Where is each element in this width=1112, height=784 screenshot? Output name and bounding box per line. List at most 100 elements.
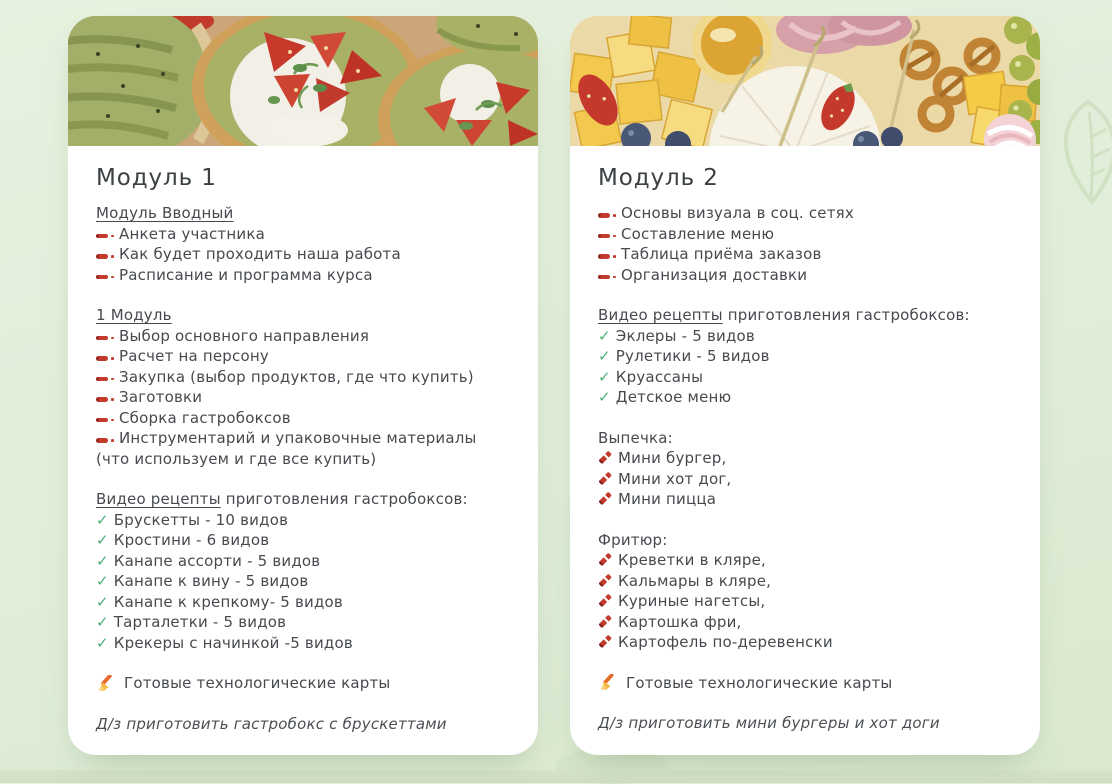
check-icon: ✓ — [96, 551, 109, 570]
pen-icon — [598, 574, 613, 586]
list-item-text: Организация доставки — [621, 265, 808, 284]
dash-icon — [96, 438, 115, 443]
list-item-text: Сборка гастробоксов — [119, 408, 291, 427]
list-item-text: Картофель по-деревенски — [618, 633, 833, 651]
section-heading: Модуль Вводный — [96, 204, 234, 222]
writing-hand-icon — [98, 674, 112, 691]
list-item: Организация доставки — [598, 265, 1012, 286]
list-item-text: Канапе к крепкому- 5 видов — [113, 592, 343, 611]
intro-section: Основы визуала в соц. сетях Составление … — [598, 203, 1012, 285]
tech-cards-text: Готовые технологические карты — [124, 674, 391, 692]
list-item: ✓ Канапе к вину - 5 видов — [96, 571, 510, 592]
list-item-text: Круассаны — [615, 367, 704, 386]
list-item-text: Канапе ассорти - 5 видов — [113, 551, 321, 570]
list-item: Мини хот дог, — [598, 469, 1012, 490]
tech-cards-line: Готовые технологические карты — [96, 673, 510, 694]
list-item: Расписание и программа курса — [96, 265, 510, 286]
list-item: Анкета участника — [96, 224, 510, 245]
list-item-text: Эклеры - 5 видов — [615, 326, 755, 345]
homework-text: Д/з приготовить мини бургеры и хот доги — [598, 714, 940, 732]
pen-icon — [598, 451, 613, 463]
list-item: ✓ Рулетики - 5 видов — [598, 346, 1012, 367]
check-icon: ✓ — [96, 613, 109, 631]
section-heading: Фритюр: — [598, 530, 668, 549]
video-recipes-section: Видео рецепты приготовления гастробоксов… — [598, 305, 1012, 408]
pen-icon — [598, 492, 613, 504]
charcuterie-photo-illustration — [570, 16, 1040, 146]
dash-icon — [96, 356, 115, 361]
tech-cards-text: Готовые технологические карты — [626, 673, 893, 692]
list-item: Картофель по-деревенски — [598, 632, 1012, 653]
video-recipes-label: Видео рецепты — [96, 490, 221, 508]
dash-icon — [96, 397, 115, 402]
section-divider — [0, 770, 1112, 783]
card-photo — [570, 16, 1040, 146]
bruschetta-photo-illustration — [68, 16, 538, 146]
dash-icon — [598, 274, 617, 280]
list-item: Как будет проходить наша работа — [96, 244, 510, 265]
list-item: Кальмары в кляре, — [598, 571, 1012, 592]
list-item: Мини бургер, — [598, 448, 1012, 469]
list-item: ✓ Крекеры с начинкой -5 видов — [96, 633, 510, 654]
list-item-text: Основы визуала в соц. сетях — [621, 204, 854, 222]
list-item-text: Анкета участника — [119, 224, 265, 243]
heading-rest: приготовления гастробоксов: — [727, 306, 970, 324]
list-item-text: Детское меню — [615, 388, 732, 406]
section-heading: Видео рецепты приготовления гастробоксов… — [598, 305, 1012, 326]
check-icon: ✓ — [598, 367, 611, 386]
list-item-text: Мини пицца — [618, 490, 717, 508]
pen-icon — [598, 553, 613, 565]
module-1-card: Модуль 1 Модуль Вводный Анкета участника… — [68, 16, 538, 755]
section-heading: 1 Модуль — [96, 306, 172, 324]
list-item: Мини пицца — [598, 489, 1012, 510]
dash-icon — [96, 274, 115, 280]
list-item: Креветки в кляре, — [598, 550, 1012, 571]
fry-section: Фритюр: Креветки в кляре, Кальмары в кля… — [598, 530, 1012, 653]
baking-section: Выпечка: Мини бургер, Мини хот дог, Мини… — [598, 428, 1012, 510]
list-item-text: Брускетты - 10 видов — [113, 510, 289, 529]
pen-icon — [598, 615, 613, 627]
list-item-text: Кальмары в кляре, — [618, 571, 772, 590]
section-heading: Видео рецепты приготовления гастробоксов… — [96, 489, 510, 510]
dash-icon — [96, 376, 115, 382]
list-item: ✓ Брускетты - 10 видов — [96, 510, 510, 531]
list-item-text: Мини бургер, — [618, 449, 727, 467]
module1-section: 1 Модуль Выбор основного направления Рас… — [96, 305, 510, 469]
list-item: Заготовки — [96, 387, 510, 408]
list-item: ✓ Детское меню — [598, 387, 1012, 408]
pen-icon — [598, 472, 613, 484]
card-title: Модуль 1 — [96, 165, 217, 191]
dash-icon — [96, 254, 115, 259]
list-item-text: Составление меню — [621, 224, 775, 243]
check-icon: ✓ — [96, 531, 109, 549]
pen-icon — [598, 594, 613, 606]
list-item-text: Инструментарий и упаковочные материалы (… — [96, 429, 477, 468]
list-item-text: Креветки в кляре, — [618, 551, 766, 569]
heading-rest: приготовления гастробоксов: — [225, 490, 468, 508]
list-item-text: Мини хот дог, — [618, 469, 732, 488]
card-photo — [68, 16, 538, 146]
list-item-text: Расписание и программа курса — [119, 265, 373, 284]
list-item: Расчет на персону — [96, 346, 510, 367]
check-icon: ✓ — [96, 633, 109, 652]
check-icon: ✓ — [96, 510, 109, 529]
list-item-text: Расчет на персону — [119, 347, 269, 365]
check-icon: ✓ — [96, 592, 109, 611]
list-item: ✓ Круассаны — [598, 367, 1012, 388]
list-item: ✓ Эклеры - 5 видов — [598, 326, 1012, 347]
list-item-text: Таблица приёма заказов — [621, 245, 822, 263]
list-item-text: Куриные нагетсы, — [618, 592, 766, 610]
list-item: Сборка гастробоксов — [96, 408, 510, 429]
check-icon: ✓ — [598, 326, 611, 345]
list-item: ✓ Тарталетки - 5 видов — [96, 612, 510, 633]
tech-cards-line: Готовые технологические карты — [598, 673, 1012, 694]
check-icon: ✓ — [96, 572, 109, 590]
list-item: Картошка фри, — [598, 612, 1012, 633]
dash-icon — [96, 417, 115, 423]
list-item: Инструментарий и упаковочные материалы (… — [96, 428, 510, 469]
list-item-text: Крекеры с начинкой -5 видов — [113, 633, 353, 652]
list-item-text: Тарталетки - 5 видов — [113, 613, 287, 631]
list-item-text: Заготовки — [119, 388, 203, 406]
module-2-card: Модуль 2 Основы визуала в соц. сетях Сос… — [570, 16, 1040, 755]
list-item: ✓ Канапе ассорти - 5 видов — [96, 551, 510, 572]
